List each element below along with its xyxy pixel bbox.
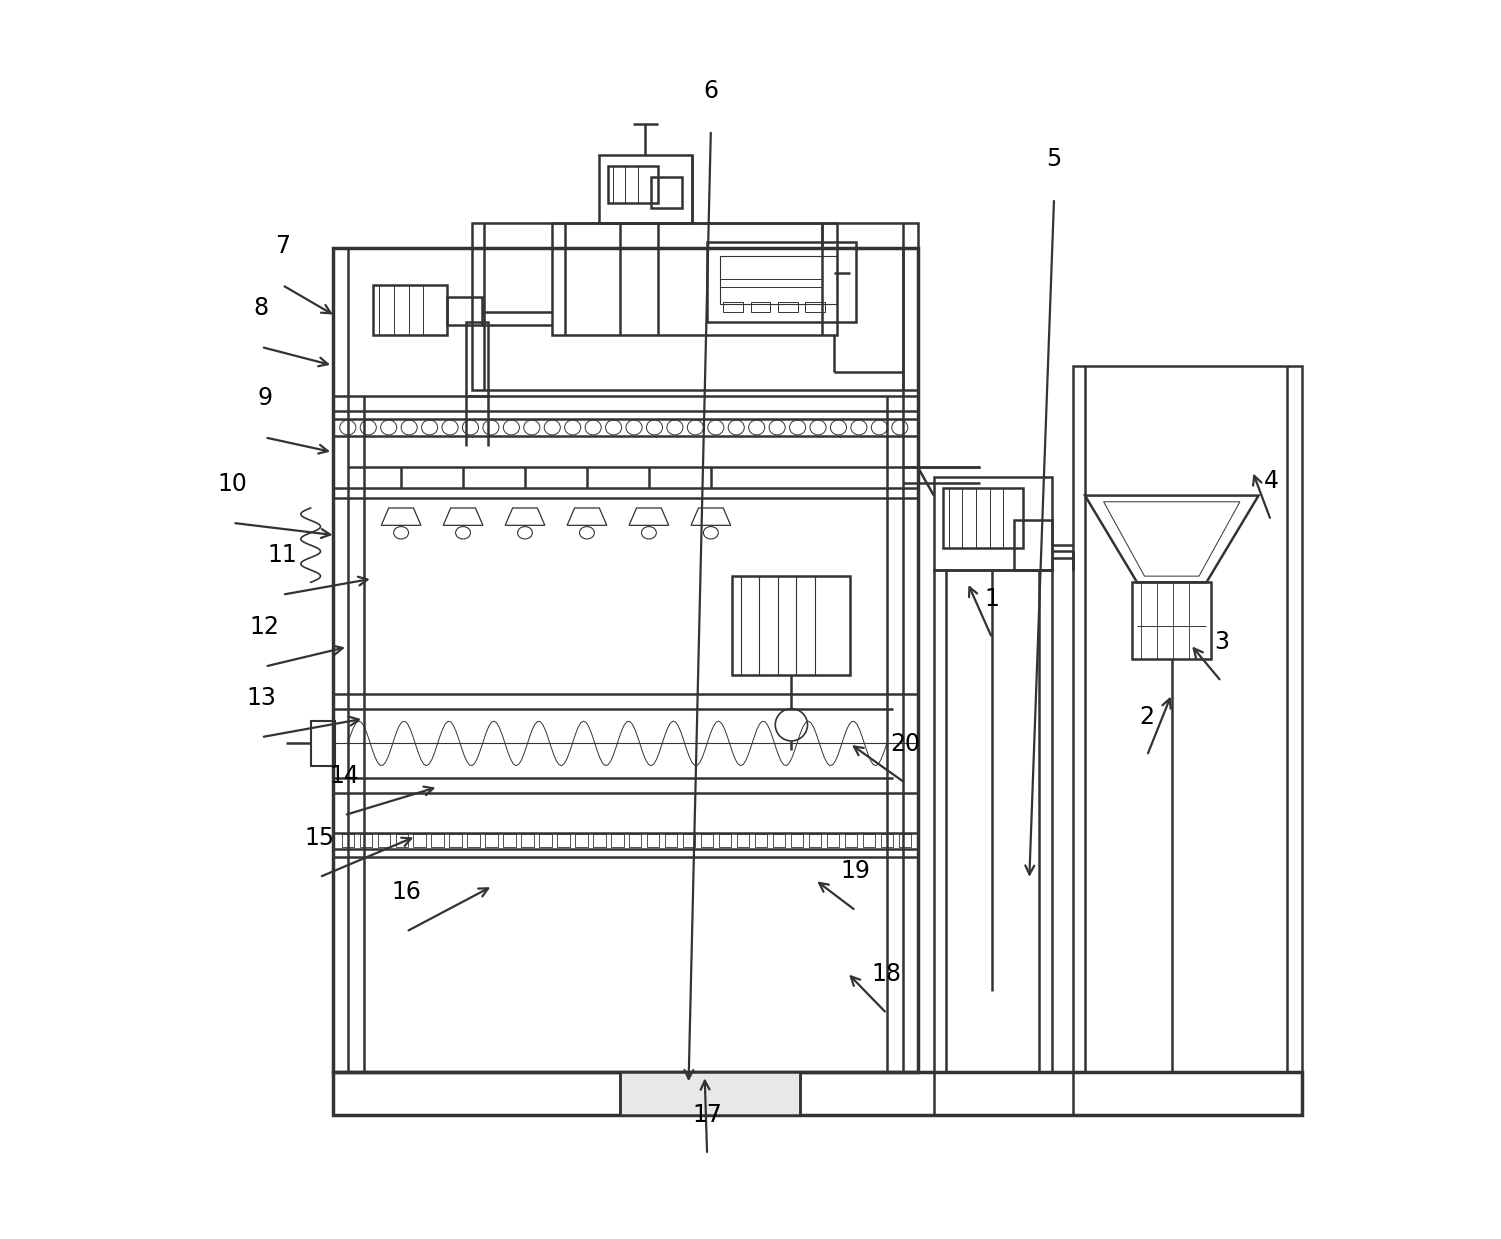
- Bar: [791, 834, 803, 847]
- Text: 4: 4: [1264, 470, 1279, 493]
- Text: 16: 16: [392, 881, 420, 904]
- Bar: [827, 834, 839, 847]
- Bar: [342, 834, 354, 847]
- Bar: [665, 834, 677, 847]
- Bar: [557, 834, 569, 847]
- Bar: [311, 721, 335, 766]
- Bar: [629, 834, 641, 847]
- Bar: [651, 177, 683, 208]
- Bar: [773, 834, 785, 847]
- Bar: [608, 166, 657, 203]
- Bar: [465, 322, 488, 396]
- Bar: [647, 834, 659, 847]
- Text: 7: 7: [275, 234, 290, 258]
- Bar: [360, 834, 372, 847]
- Bar: [467, 834, 480, 847]
- Bar: [620, 1072, 800, 1115]
- Bar: [396, 834, 408, 847]
- Bar: [934, 477, 1052, 570]
- Text: 11: 11: [267, 544, 297, 567]
- Bar: [431, 834, 444, 847]
- Text: 20: 20: [890, 732, 920, 756]
- Bar: [707, 242, 856, 322]
- Bar: [485, 834, 498, 847]
- Bar: [611, 834, 623, 847]
- Text: 13: 13: [246, 686, 276, 710]
- Bar: [503, 834, 516, 847]
- Text: 8: 8: [254, 296, 269, 320]
- Text: 12: 12: [249, 616, 279, 639]
- Bar: [737, 834, 749, 847]
- Bar: [593, 834, 605, 847]
- Bar: [333, 248, 917, 1072]
- Text: 1: 1: [985, 587, 1000, 611]
- Bar: [372, 285, 447, 335]
- Bar: [599, 155, 692, 223]
- Bar: [845, 834, 857, 847]
- Bar: [521, 834, 534, 847]
- Bar: [719, 834, 731, 847]
- Bar: [552, 223, 838, 335]
- Bar: [449, 834, 462, 847]
- Bar: [755, 834, 767, 847]
- Bar: [863, 834, 875, 847]
- Bar: [539, 834, 552, 847]
- Text: 15: 15: [305, 826, 335, 850]
- Text: 3: 3: [1214, 631, 1229, 654]
- Text: 6: 6: [704, 79, 719, 103]
- Bar: [723, 302, 743, 312]
- Bar: [683, 834, 695, 847]
- Text: 14: 14: [329, 764, 359, 788]
- Bar: [732, 576, 850, 675]
- Bar: [1132, 582, 1211, 659]
- Text: 17: 17: [692, 1104, 722, 1127]
- Bar: [1073, 366, 1301, 1072]
- Bar: [1015, 520, 1052, 570]
- Bar: [899, 834, 911, 847]
- Text: 19: 19: [841, 860, 871, 883]
- Bar: [934, 570, 1052, 1072]
- Bar: [471, 223, 917, 390]
- Text: 2: 2: [1139, 705, 1154, 729]
- Bar: [750, 302, 770, 312]
- Text: 10: 10: [218, 472, 248, 496]
- Bar: [447, 297, 482, 325]
- Text: 9: 9: [257, 387, 272, 410]
- Text: 18: 18: [872, 963, 902, 986]
- Bar: [333, 1072, 1301, 1115]
- Bar: [413, 834, 426, 847]
- Bar: [701, 834, 713, 847]
- Bar: [778, 302, 797, 312]
- Bar: [809, 834, 821, 847]
- Bar: [378, 834, 390, 847]
- Text: 5: 5: [1046, 147, 1061, 171]
- Bar: [575, 834, 587, 847]
- Bar: [719, 256, 838, 304]
- Bar: [805, 302, 826, 312]
- Bar: [943, 488, 1024, 548]
- Bar: [881, 834, 893, 847]
